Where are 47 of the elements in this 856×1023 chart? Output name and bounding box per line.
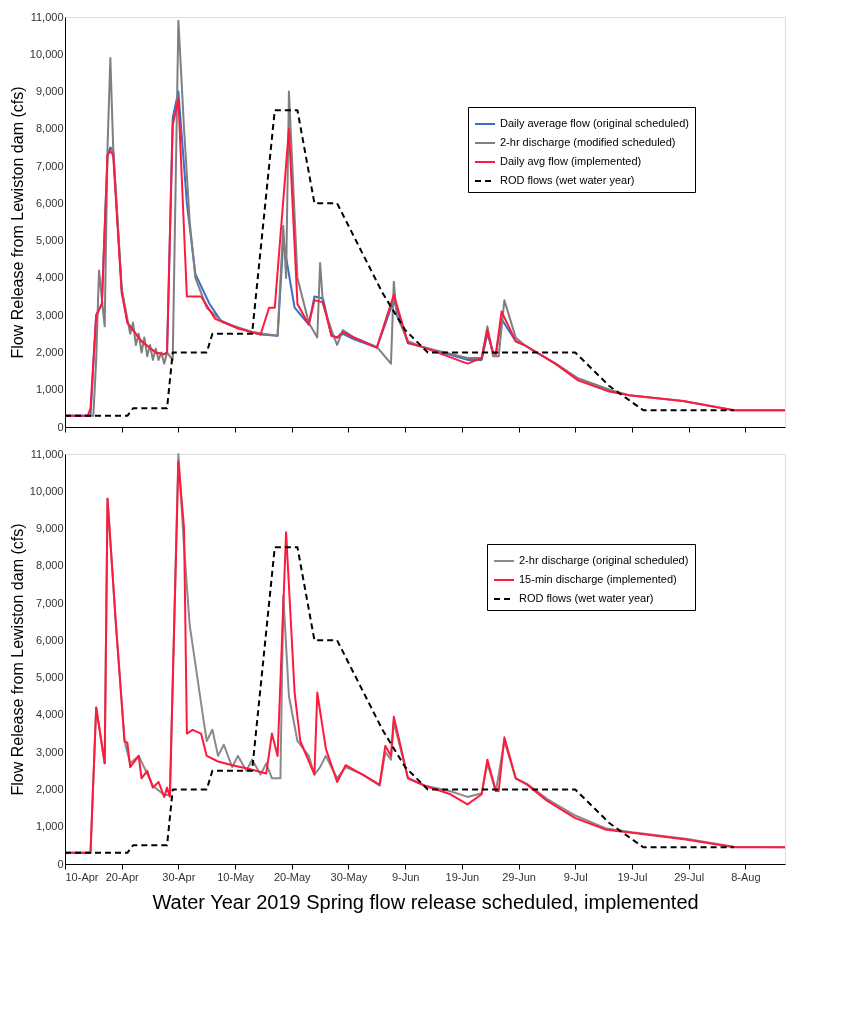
y-tick-label: 3,000 [35,308,64,321]
y-tick-label: 9,000 [35,85,64,98]
x-tick-label: 29-Jun [502,870,536,883]
x-tick-label: 20-May [273,870,312,883]
x-tick-label: 20-Apr [105,870,140,883]
y-axis-title: Flow Release from Lewiston dam (cfs) [8,86,26,359]
x-tick-label: 30-Apr [162,870,196,883]
y-tick-label: 0 [57,420,64,433]
x-tick-label: 8-Aug [731,870,761,883]
legend-label: 15-min discharge (implemented) [519,573,677,585]
y-tick-label: 9,000 [35,522,64,535]
legend-label: 2-hr discharge (modified scheduled) [500,136,676,148]
x-tick-label: 9-Jul [563,870,588,883]
y-tick-label: 10,000 [29,47,64,60]
legend-label: ROD flows (wet water year) [500,174,635,186]
y-tick-label: 4,000 [35,271,64,284]
y-tick-label: 1,000 [35,383,64,396]
y-axis-title: Flow Release from Lewiston dam (cfs) [8,523,26,796]
x-tick-label: 19-Jun [445,870,480,883]
y-tick-label: 1,000 [35,820,64,833]
y-tick-label: 11,000 [30,447,64,460]
x-tick-label: 29-Jul [674,870,705,883]
legend-label: 2-hr discharge (original scheduled) [519,554,689,566]
y-tick-label: 7,000 [35,596,64,609]
x-axis-title: Water Year 2019 Spring flow release scheduled, implemented [152,890,699,913]
y-tick-label: 7,000 [35,159,64,172]
legend-label: Daily average flow (original scheduled) [500,117,689,129]
y-tick-label: 2,000 [35,345,64,358]
y-tick-label: 4,000 [35,708,64,721]
x-tick-label: 19-Jul [617,870,648,883]
x-tick-label: 10-Apr [65,870,99,883]
y-tick-label: 2,000 [35,782,64,795]
y-tick-label: 6,000 [35,196,64,209]
legend-label: Daily avg flow (implemented) [500,155,642,167]
y-tick-label: 8,000 [35,122,64,135]
y-tick-label: 0 [57,857,64,870]
y-tick-label: 5,000 [35,671,64,684]
x-tick-label: 10-May [217,870,255,883]
y-tick-label: 6,000 [35,633,64,646]
x-tick-label: 9-Jun [391,870,420,883]
legend-label: ROD flows (wet water year) [519,592,654,604]
y-tick-label: 8,000 [35,559,64,572]
y-tick-label: 11,000 [30,10,64,23]
x-tick-label: 30-May [330,870,368,883]
y-tick-label: 5,000 [35,234,64,247]
y-tick-label: 3,000 [35,745,64,758]
y-tick-label: 10,000 [29,484,64,497]
